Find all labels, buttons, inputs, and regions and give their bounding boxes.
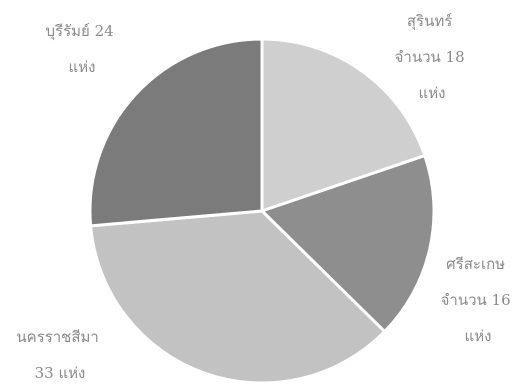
label-buriram: บุรีรัมย์ 24 แห่ง [46,22,119,76]
label-buriram-line-2: แห่ง [69,58,96,76]
label-surin-line-2: จำนวน 18 [395,48,465,66]
label-surin-line-3: แห่ง [419,84,446,102]
label-nakhon-line-1: นครราชสีมา [16,328,98,346]
label-sisaket-line-2: จำนวน 16 [441,291,511,309]
slice-nakhon-ratchasima [89,209,387,385]
label-nakhon-ratchasima: นครราชสีมา 33 แห่ง [16,328,103,382]
label-surin: สุรินทร์ จำนวน 18 แห่ง [395,12,470,102]
label-nakhon-line-2: 33 แห่ง [35,364,86,382]
label-buriram-line-1: บุรีรัมย์ 24 [46,22,114,41]
label-surin-line-1: สุรินทร์ [407,12,452,31]
slice-buriram [88,37,264,228]
slice-labels: สุรินทร์ จำนวน 18 แห่ง ศรีสะเกษ จำนวน 16… [16,12,516,382]
pie-slices [88,37,436,385]
label-sisaket: ศรีสะเกษ จำนวน 16 แห่ง [441,255,516,345]
slice-sisaket [259,153,436,334]
label-sisaket-line-1: ศรีสะเกษ [446,255,505,273]
label-sisaket-line-3: แห่ง [465,327,492,345]
